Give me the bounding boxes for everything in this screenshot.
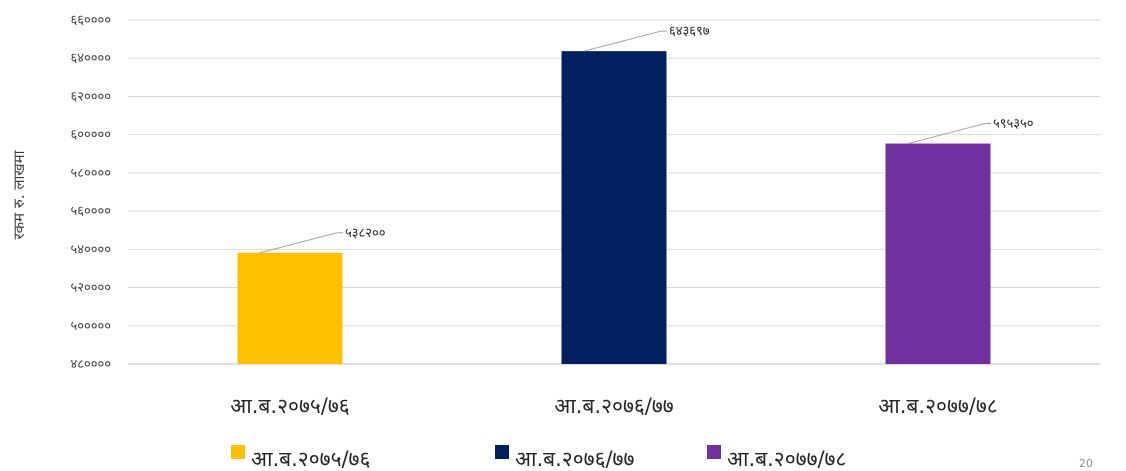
y-axis-label: रकम रु. लाखमा bbox=[10, 149, 28, 239]
x-tick-label: आ.ब.२०७७/७८ bbox=[878, 394, 997, 418]
page-number: 20 bbox=[1079, 457, 1093, 470]
y-tick-label: ५८०००० bbox=[70, 166, 111, 181]
legend: आ.ब.२०७५/७६ आ.ब.२०७६/७७ आ.ब.२०७७/७८ bbox=[231, 445, 846, 471]
data-label-leaders bbox=[259, 30, 991, 254]
legend-swatch bbox=[231, 445, 245, 459]
leader-line bbox=[907, 123, 991, 145]
y-axis-ticks: ४८०००० ५००००० ५२०००० ५४०००० ५६०००० ५८०००० ६०००… bbox=[70, 13, 111, 372]
legend-label: आ.ब.२०७७/७८ bbox=[727, 447, 846, 471]
y-tick-label: ५००००० bbox=[70, 319, 111, 334]
bar bbox=[561, 51, 667, 364]
y-tick-label: ५६०००० bbox=[70, 204, 111, 219]
x-tick-label: आ.ब.२०७६/७७ bbox=[554, 394, 673, 418]
leader-line bbox=[259, 232, 343, 254]
data-label: ६४३६९७ bbox=[669, 24, 710, 39]
y-tick-label: ६६०००० bbox=[70, 13, 111, 28]
y-tick-label: ६००००० bbox=[70, 128, 111, 143]
bar bbox=[885, 143, 991, 364]
bar bbox=[237, 252, 343, 364]
bars bbox=[237, 51, 991, 364]
x-axis-ticks: आ.ब.२०७५/७६ आ.ब.२०७६/७७ आ.ब.२०७७/७८ bbox=[230, 394, 997, 418]
y-tick-label: ५२०००० bbox=[70, 281, 111, 296]
leader-line bbox=[583, 30, 667, 52]
data-label: ५३८२०० bbox=[345, 226, 386, 241]
y-tick-label: ६२०००० bbox=[70, 89, 111, 104]
legend-swatch bbox=[707, 445, 721, 459]
y-tick-label: ५४०००० bbox=[70, 242, 111, 257]
data-labels: ५३८२०० ६४३६९७ ५९५३५० bbox=[345, 24, 1034, 241]
x-tick-label: आ.ब.२०७५/७६ bbox=[230, 394, 349, 418]
y-tick-label: ६४०००० bbox=[70, 51, 111, 66]
data-label: ५९५३५० bbox=[993, 117, 1034, 132]
legend-label: आ.ब.२०७५/७६ bbox=[251, 447, 370, 471]
y-tick-label: ४८०००० bbox=[70, 357, 111, 372]
legend-swatch bbox=[495, 445, 509, 459]
legend-label: आ.ब.२०७६/७७ bbox=[515, 447, 634, 471]
